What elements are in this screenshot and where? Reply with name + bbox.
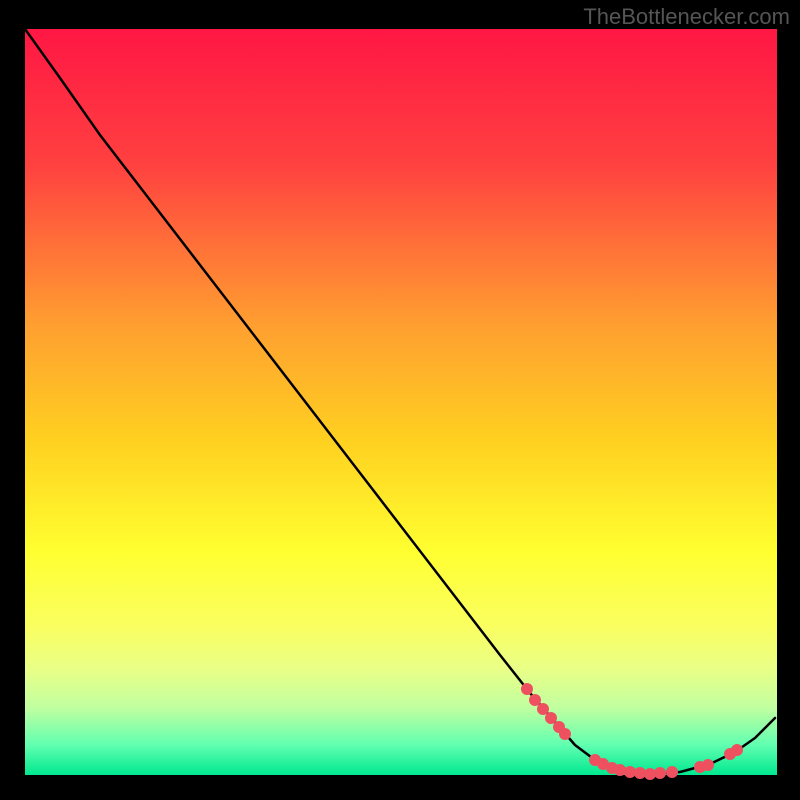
data-marker — [702, 759, 714, 771]
data-marker — [654, 767, 666, 779]
bottleneck-chart: TheBottlenecker.com — [0, 0, 800, 800]
data-marker — [666, 766, 678, 778]
data-marker — [521, 683, 533, 695]
data-marker — [731, 744, 743, 756]
data-marker — [537, 703, 549, 715]
plot-area — [25, 29, 777, 780]
data-marker — [529, 694, 541, 706]
data-marker — [614, 764, 626, 776]
data-marker — [559, 728, 571, 740]
data-marker — [545, 712, 557, 724]
chart-svg — [0, 0, 800, 800]
watermark-label: TheBottlenecker.com — [583, 4, 790, 30]
gradient-background — [25, 29, 777, 775]
